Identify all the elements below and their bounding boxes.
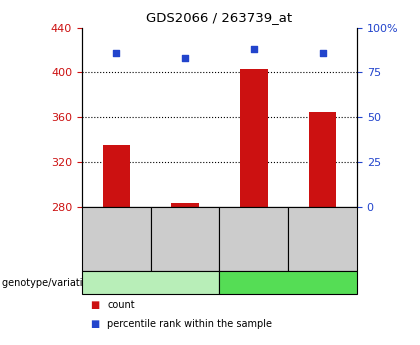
Text: GSM37653: GSM37653 xyxy=(249,213,259,265)
Bar xyxy=(171,203,199,207)
Bar xyxy=(240,69,268,207)
Text: genotype/variation  ▶: genotype/variation ▶ xyxy=(2,278,108,287)
Text: count: count xyxy=(107,300,135,309)
Point xyxy=(182,55,189,61)
Bar xyxy=(309,112,336,207)
Text: GSM37654: GSM37654 xyxy=(318,213,328,265)
Point xyxy=(250,46,257,52)
Point xyxy=(319,50,326,56)
Text: ■: ■ xyxy=(90,319,100,328)
Text: ■: ■ xyxy=(90,300,100,309)
Title: GDS2066 / 263739_at: GDS2066 / 263739_at xyxy=(147,11,292,24)
Text: miR319a transgenic: miR319a transgenic xyxy=(236,278,341,287)
Text: percentile rank within the sample: percentile rank within the sample xyxy=(107,319,272,328)
Text: control: control xyxy=(132,278,169,287)
Point xyxy=(113,50,120,56)
Text: GSM37652: GSM37652 xyxy=(180,213,190,265)
Text: GSM37651: GSM37651 xyxy=(111,213,121,265)
Bar xyxy=(102,145,130,207)
